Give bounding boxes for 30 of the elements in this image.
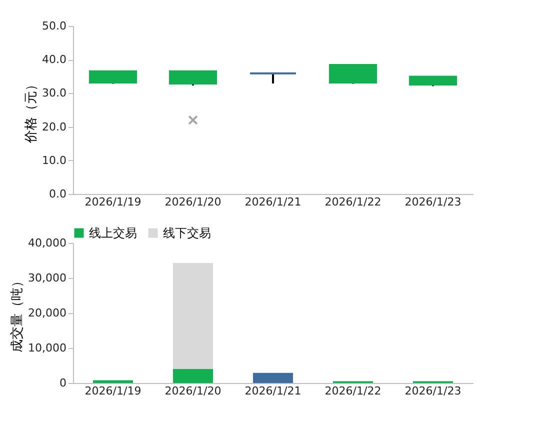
y-axis-title: 成交量（吨） <box>9 274 26 352</box>
x-tick-label: 2026/1/19 <box>84 196 142 208</box>
y-tick-label: 50.0 <box>42 20 66 32</box>
y-tick-label: 10,000 <box>28 342 66 354</box>
bar <box>253 372 293 383</box>
candlestick <box>249 72 297 84</box>
x-tick-label: 2026/1/23 <box>404 196 462 208</box>
y-tick-label: 0.0 <box>49 188 66 200</box>
x-tick-label: 2026/1/23 <box>404 384 462 398</box>
y-tick-label: 40,000 <box>28 236 66 250</box>
legend-label: 线上交易 <box>89 226 137 240</box>
y-tick-label: 20,000 <box>28 306 66 320</box>
y-tick-label: 10.0 <box>42 154 66 167</box>
y-tick-label: 30,000 <box>28 272 66 284</box>
y-axis-title: 价格（元） <box>24 78 40 144</box>
bar <box>173 262 213 369</box>
x-tick-label: 2026/1/20 <box>164 384 222 398</box>
y-tick-label: 0 <box>60 376 66 390</box>
x-tick-label: 2026/1/22 <box>324 384 382 398</box>
x-tick-label: 2026/1/21 <box>244 196 302 208</box>
y-tick-label: 40.0 <box>42 53 66 66</box>
x-tick-label: 2026/1/21 <box>244 384 302 398</box>
x-tick-label: 2026/1/22 <box>324 196 382 208</box>
bar <box>173 369 213 383</box>
x-tick-label: 2026/1/20 <box>164 196 222 208</box>
legend-label: 线下交易 <box>163 226 211 240</box>
y-tick-label: 20.0 <box>42 120 66 134</box>
y-tick-label: 30.0 <box>42 86 66 100</box>
x-tick-label: 2026/1/19 <box>84 384 142 398</box>
bar <box>93 380 133 383</box>
